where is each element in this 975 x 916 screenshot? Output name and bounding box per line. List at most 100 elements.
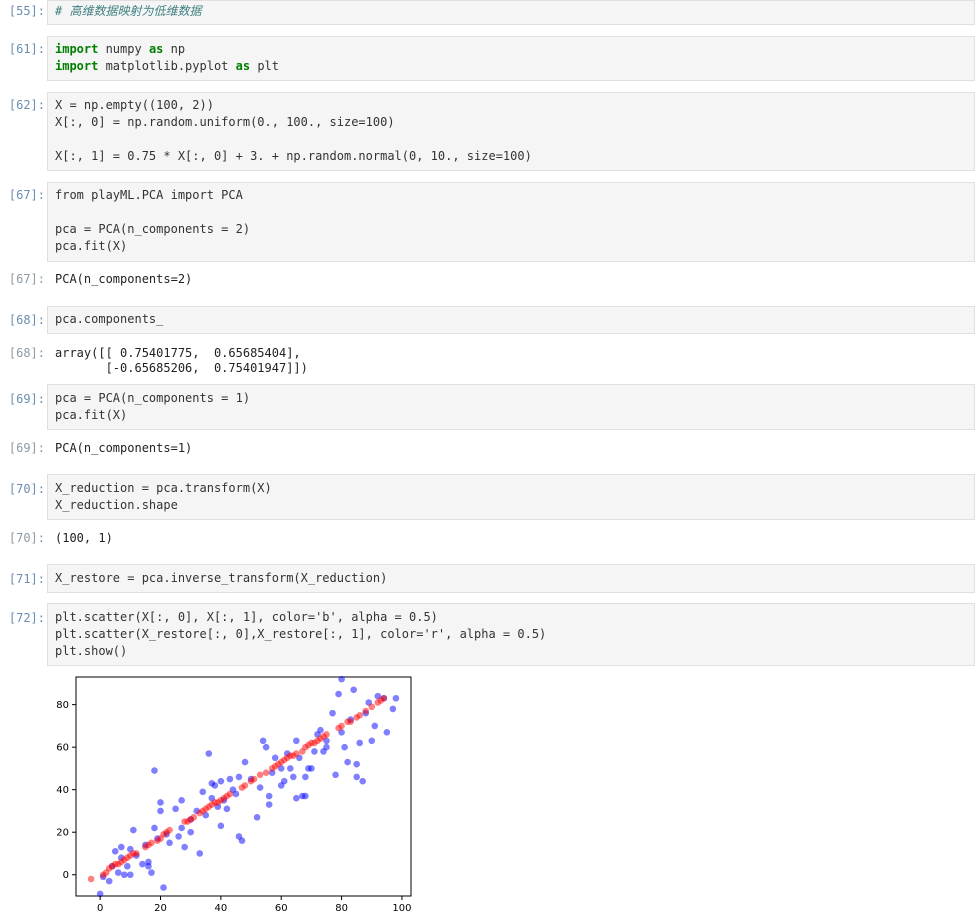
cell-output: (100, 1) <box>55 531 113 545</box>
code-cell-71[interactable]: [71]: X_restore = pca.inverse_transform(… <box>0 564 975 593</box>
code-line: X_reduction.shape <box>55 498 178 512</box>
code-line: pca = PCA(n_components = 2) <box>55 222 251 236</box>
data-point-blue <box>199 788 207 796</box>
code-line: plt.show() <box>55 644 128 658</box>
output-prompt: [70]: <box>8 531 45 545</box>
data-point-blue <box>160 884 167 891</box>
cell-input-area[interactable] <box>47 92 975 171</box>
code-line: from playML.PCA import PCA <box>55 188 243 202</box>
code-line: X_reduction = pca.transform(X) <box>55 481 272 495</box>
data-point-blue <box>344 758 351 766</box>
data-point-red <box>323 731 330 738</box>
code-line: X[:, 1] = 0.75 * X[:, 0] + 3. + np.rando… <box>55 149 532 163</box>
cell-input-area[interactable] <box>47 474 975 520</box>
data-point-red <box>262 769 270 776</box>
data-point-blue <box>127 871 134 879</box>
code-line: pca.fit(X) <box>55 408 128 422</box>
data-point-blue <box>353 760 360 768</box>
data-point-red <box>241 782 249 789</box>
data-point-blue <box>323 743 330 751</box>
cell-input-area[interactable] <box>47 0 975 25</box>
cell-output: PCA(n_components=2) <box>55 272 193 286</box>
code-cell-72[interactable]: [72]: plt.scatter(X[:, 0], X[:, 1], colo… <box>0 603 975 666</box>
cell-prompt: [55]: <box>8 4 45 18</box>
data-point-blue <box>166 839 173 847</box>
data-point-blue <box>211 782 219 789</box>
markdown-cell-55[interactable]: [55]: # 高维数据映射为低维数据 <box>0 0 975 25</box>
code-line: X_restore = pca.inverse_transform(X_redu… <box>55 571 388 585</box>
data-point-blue <box>175 833 182 840</box>
data-point-red <box>166 826 173 834</box>
data-point-blue <box>226 775 234 783</box>
code-line: pca = PCA(n_components = 1) <box>55 391 251 405</box>
data-point-blue <box>350 686 357 694</box>
code-cell-70[interactable]: [70]: X_reduction = pca.transform(X) X_r… <box>0 474 975 520</box>
data-point-blue <box>217 822 225 830</box>
data-point-red <box>133 850 140 857</box>
code-line: import matplotlib.pyplot as plt <box>55 59 279 73</box>
cell-input-area[interactable] <box>47 384 975 430</box>
data-point-blue <box>289 773 297 781</box>
data-point-blue <box>368 737 376 745</box>
x-tick-label: 60 <box>275 903 288 914</box>
code-line: X = np.empty((100, 2)) <box>55 98 214 112</box>
data-point-blue <box>124 862 131 870</box>
data-point-blue <box>302 773 309 781</box>
output-prompt: [69]: <box>8 441 45 455</box>
data-point-blue <box>286 765 294 772</box>
code-line: plt.scatter(X_restore[:, 0],X_restore[:,… <box>55 627 547 641</box>
data-point-red <box>356 711 363 719</box>
data-point-blue <box>359 777 367 785</box>
data-point-blue <box>117 843 125 851</box>
data-point-blue <box>105 877 113 885</box>
data-point-red <box>293 750 300 757</box>
data-point-red <box>368 703 376 711</box>
data-point-blue <box>265 801 273 808</box>
data-point-blue <box>196 850 204 857</box>
data-point-blue <box>130 826 137 834</box>
output-prompt: [67]: <box>8 272 45 286</box>
data-point-blue <box>172 805 179 813</box>
data-point-blue <box>253 814 261 821</box>
code-line: pca.components_ <box>55 312 164 326</box>
cell-input-area[interactable] <box>47 603 975 666</box>
data-point-blue <box>329 709 336 717</box>
code-cell-69[interactable]: [69]: pca = PCA(n_components = 1) pca.fi… <box>0 384 975 430</box>
data-point-blue <box>265 792 273 800</box>
code-cell-68[interactable]: [68]: pca.components_ <box>0 306 975 334</box>
cell-input-area[interactable] <box>47 36 975 81</box>
code-comment: # 高维数据映射为低维数据 <box>55 4 202 18</box>
data-point-blue <box>178 797 185 804</box>
output-prompt: [68]: <box>8 346 45 360</box>
cell-output: [-0.65685206, 0.75401947]]) <box>55 361 308 375</box>
data-point-red <box>362 707 370 715</box>
cell-prompt: [69]: <box>8 392 45 406</box>
code-cell-61[interactable]: [61]: import numpy as np import matplotl… <box>0 36 975 81</box>
cell-input-area[interactable] <box>47 182 975 262</box>
data-point-red <box>190 814 198 821</box>
data-point-blue <box>120 871 128 879</box>
data-point-blue <box>389 705 397 713</box>
data-point-blue <box>353 773 360 781</box>
data-point-red <box>380 694 388 702</box>
code-cell-67[interactable]: [67]: from playML.PCA import PCA pca = P… <box>0 182 975 262</box>
code-cell-62[interactable]: [62]: X = np.empty((100, 2)) X[:, 0] = n… <box>0 92 975 171</box>
data-point-blue <box>338 675 345 683</box>
data-point-blue <box>383 728 391 736</box>
data-point-blue <box>311 748 318 755</box>
data-point-blue <box>178 824 185 832</box>
data-point-blue <box>371 722 379 730</box>
y-tick-label: 0 <box>63 870 69 881</box>
cell-output: PCA(n_components=1) <box>55 441 193 455</box>
data-point-blue <box>151 767 158 774</box>
cell-input-area[interactable] <box>47 564 975 593</box>
data-point-red <box>256 771 264 779</box>
cell-prompt: [70]: <box>8 482 45 496</box>
cell-prompt: [62]: <box>8 98 45 112</box>
data-point-blue <box>114 869 122 876</box>
data-point-blue <box>392 694 400 702</box>
cell-output: array([[ 0.75401775, 0.65685404], <box>55 346 301 360</box>
y-tick-label: 60 <box>56 743 69 754</box>
data-point-blue <box>223 805 231 813</box>
cell-input-area[interactable] <box>47 306 975 334</box>
